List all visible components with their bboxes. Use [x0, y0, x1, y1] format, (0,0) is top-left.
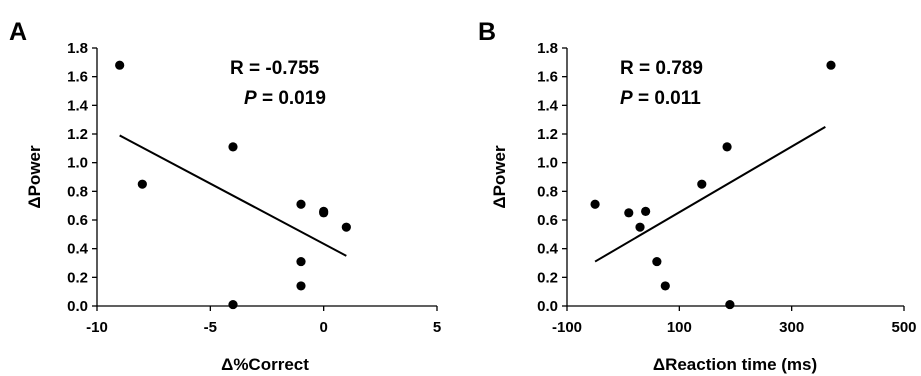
y-tick-label: 1.0 — [67, 155, 88, 172]
axes-a — [92, 47, 438, 311]
data-point — [319, 208, 329, 218]
y-axis-title-a: ΔPower — [25, 145, 44, 209]
x-tick-labels-b: -100 100 300 500 — [552, 319, 917, 336]
y-tick-label: 0.2 — [537, 269, 558, 286]
y-tick-label: 1.6 — [537, 69, 558, 86]
data-point — [826, 60, 836, 70]
x-tick-label: 500 — [891, 319, 916, 336]
y-tick-label: 0.8 — [537, 183, 558, 200]
y-tick-label: 1.4 — [67, 97, 89, 114]
data-point — [228, 299, 238, 310]
panel-label-a: A — [9, 18, 27, 46]
p-value-a: P = 0.019 — [244, 88, 326, 109]
y-tick-label: 0.6 — [67, 212, 88, 229]
data-point — [635, 222, 645, 232]
y-tick-label: 1.2 — [67, 126, 88, 143]
y-tick-label: 1.2 — [537, 126, 558, 143]
x-tick-label: -100 — [552, 319, 582, 336]
p-label-a: P — [244, 88, 257, 109]
data-point — [590, 199, 600, 209]
data-point — [341, 222, 351, 232]
data-point — [296, 281, 306, 291]
y-tick-label: 1.8 — [537, 40, 558, 57]
trendline — [119, 134, 347, 257]
y-axis-title-b: ΔPower — [490, 145, 509, 209]
data-point — [296, 256, 306, 267]
trendline — [594, 125, 826, 263]
trendline-a — [119, 134, 347, 257]
y-tick-labels-b: 0.0 0.2 0.4 0.6 0.8 1.0 1.2 1.4 1.6 1.8 — [537, 40, 559, 315]
x-tick-labels-a: -10 -5 0 5 — [86, 319, 441, 336]
data-point — [660, 281, 670, 291]
x-tick-label: 0 — [319, 319, 327, 336]
x-tick-label: 300 — [779, 319, 804, 336]
y-tick-label: 1.0 — [537, 155, 558, 172]
r-value-b: R = 0.789 — [620, 58, 703, 79]
y-tick-label: 0.6 — [537, 212, 558, 229]
data-point — [722, 142, 732, 152]
y-tick-label: 0.0 — [537, 298, 558, 315]
data-point — [296, 199, 306, 209]
y-tick-label: 0.8 — [67, 183, 88, 200]
y-tick-label: 0.2 — [67, 269, 88, 286]
data-point — [624, 208, 634, 218]
x-tick-label: -5 — [204, 319, 217, 336]
data-point — [228, 142, 238, 152]
data-point — [115, 60, 125, 70]
data-point — [641, 206, 651, 216]
trendline-b — [594, 125, 826, 263]
r-value-a: R = -0.755 — [230, 58, 320, 79]
y-tick-label: 1.6 — [67, 69, 88, 86]
y-tick-label: 1.8 — [67, 40, 88, 57]
y-tick-label: 0.4 — [67, 241, 89, 258]
y-tick-label: 0.0 — [67, 298, 88, 315]
y-tick-labels-a: 0.0 0.2 0.4 0.6 0.8 1.0 1.2 1.4 1.6 1.8 — [67, 40, 89, 315]
y-tick-label: 1.4 — [537, 97, 559, 114]
x-axis-title-b: ΔReaction time (ms) — [653, 355, 817, 374]
data-point — [137, 179, 147, 189]
x-tick-label: 5 — [433, 319, 441, 336]
points-b — [590, 60, 836, 310]
data-point — [697, 179, 707, 189]
data-point — [652, 256, 662, 267]
x-tick-label: 100 — [667, 319, 692, 336]
data-point — [725, 299, 735, 310]
p-number-b: = 0.011 — [633, 88, 702, 109]
axes-b — [562, 47, 905, 311]
panel-label-b: B — [478, 18, 496, 46]
y-tick-label: 0.4 — [537, 241, 559, 258]
p-label-b: P — [620, 88, 633, 109]
p-value-b: P = 0.011 — [620, 88, 701, 109]
x-tick-label: -10 — [86, 319, 108, 336]
panel-a: A 0.0 0.2 0.4 0.6 0.8 1.0 1.2 1.4 1.6 1.8 -10 -5 0 5… — [9, 18, 441, 374]
p-number-a: = 0.019 — [257, 88, 326, 109]
points-a — [115, 60, 351, 310]
panel-b: B 0.0 0.2 0.4 0.6 0.8 1.0 1.2 1.4 1.6 1.8 -100 100… — [478, 18, 917, 374]
x-axis-title-a: Δ%Correct — [221, 355, 309, 374]
